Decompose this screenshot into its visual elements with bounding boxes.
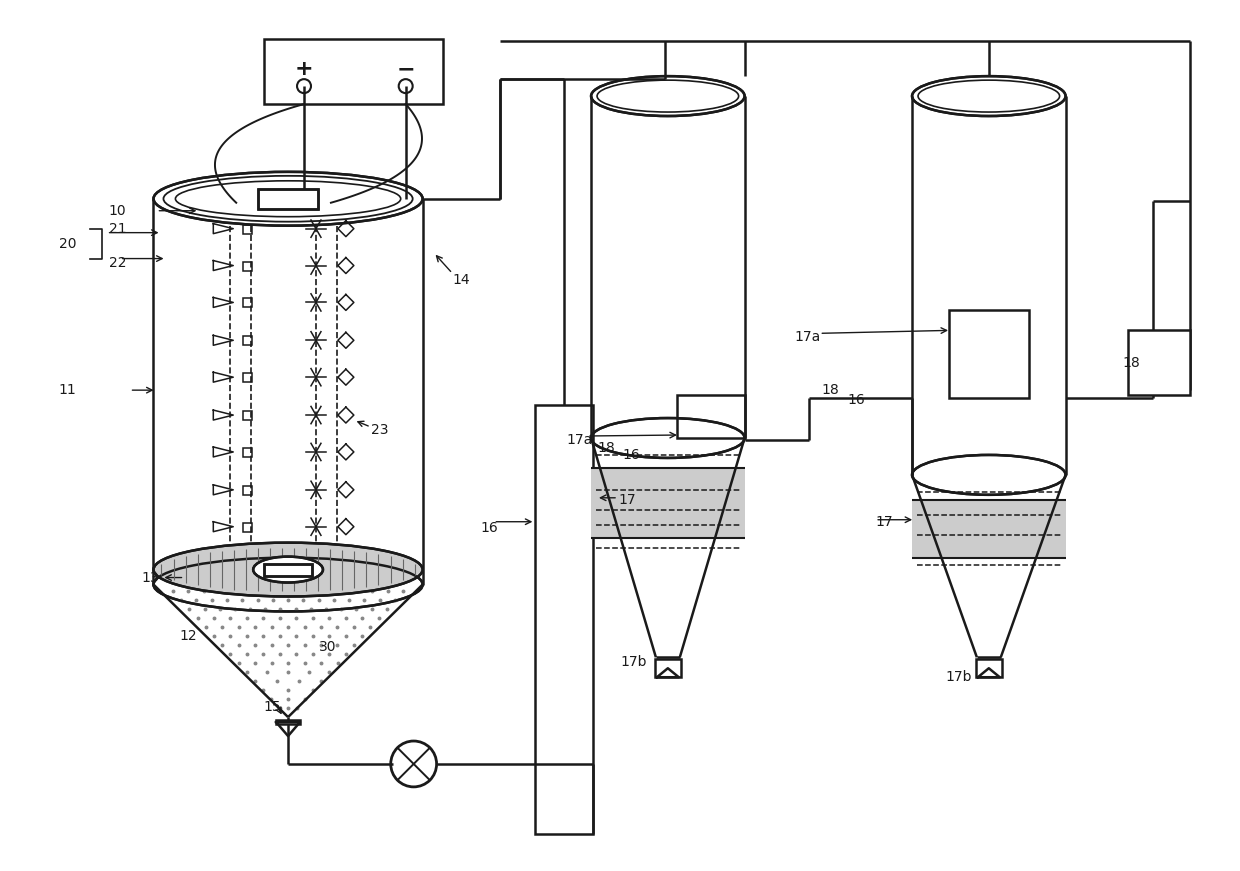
Bar — [591, 468, 744, 537]
Bar — [655, 659, 681, 678]
Bar — [258, 189, 317, 209]
Bar — [243, 225, 252, 233]
Bar — [243, 486, 252, 495]
Text: 18: 18 — [821, 383, 839, 397]
Bar — [243, 411, 252, 420]
Bar — [277, 720, 300, 724]
Ellipse shape — [913, 76, 1065, 116]
Bar — [264, 564, 312, 576]
Text: 17: 17 — [875, 515, 893, 529]
Bar — [243, 373, 252, 382]
Bar — [949, 310, 1029, 398]
Bar — [976, 659, 1002, 678]
Text: 22: 22 — [109, 255, 126, 269]
Ellipse shape — [591, 76, 744, 116]
Ellipse shape — [154, 172, 423, 226]
Text: 17a: 17a — [795, 330, 821, 344]
Bar — [913, 500, 1065, 557]
Text: 20: 20 — [58, 237, 77, 251]
Bar — [1128, 330, 1190, 395]
Bar — [258, 189, 317, 209]
Text: 16: 16 — [622, 448, 640, 462]
Text: 30: 30 — [319, 640, 336, 654]
Text: 16: 16 — [847, 393, 866, 407]
Ellipse shape — [913, 455, 1065, 495]
Text: 18: 18 — [1122, 356, 1140, 370]
Text: 13: 13 — [141, 571, 159, 584]
Bar — [243, 261, 252, 271]
Bar — [243, 299, 252, 307]
Text: 17b: 17b — [620, 655, 646, 669]
Text: 10: 10 — [109, 204, 126, 218]
Text: 23: 23 — [371, 423, 388, 437]
Bar — [243, 523, 252, 531]
Text: 11: 11 — [58, 383, 77, 397]
Bar — [243, 448, 252, 457]
Text: 12: 12 — [180, 630, 197, 644]
Ellipse shape — [591, 418, 744, 458]
Text: 17b: 17b — [945, 670, 971, 685]
Text: +: + — [295, 59, 314, 79]
Text: −: − — [397, 59, 415, 79]
Bar — [536, 405, 593, 834]
Bar — [264, 564, 312, 576]
Text: 18: 18 — [598, 441, 615, 455]
Text: 17: 17 — [618, 493, 636, 507]
Text: 16: 16 — [480, 521, 498, 535]
Bar — [677, 395, 744, 438]
Text: 14: 14 — [453, 273, 470, 287]
Bar — [264, 39, 443, 104]
Bar — [243, 336, 252, 345]
Ellipse shape — [154, 557, 423, 611]
Text: 17a: 17a — [567, 433, 593, 447]
Ellipse shape — [154, 543, 423, 597]
Text: 15: 15 — [263, 700, 280, 714]
Ellipse shape — [253, 557, 322, 583]
Text: 21: 21 — [109, 221, 126, 236]
